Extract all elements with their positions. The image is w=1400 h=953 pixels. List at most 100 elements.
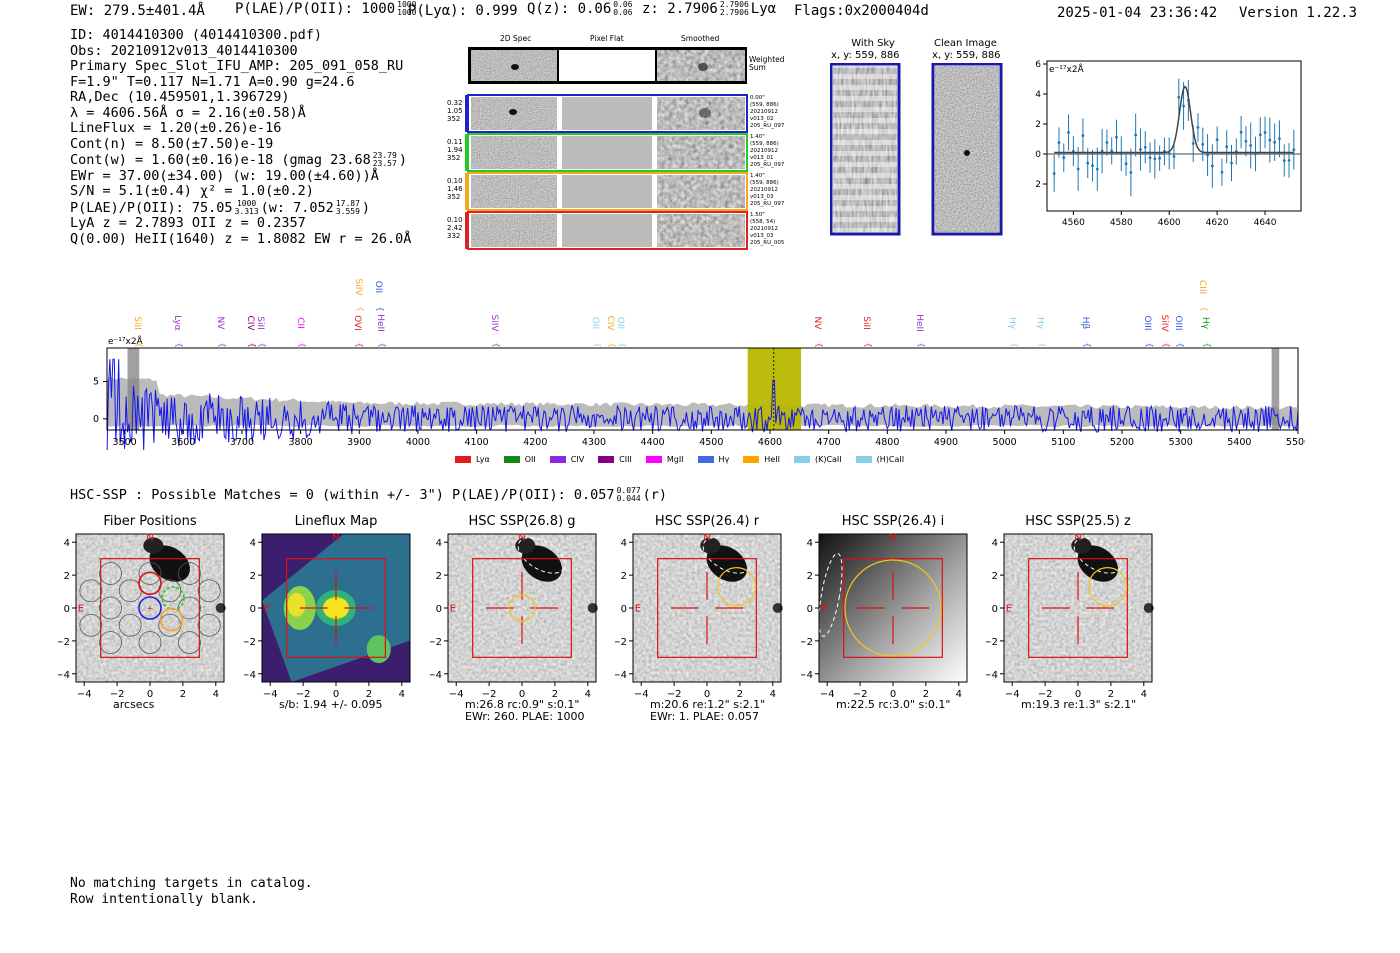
spec-xtick-label-8: 4300 xyxy=(582,437,606,448)
exposure-left-1-0: 0.11 xyxy=(447,138,463,146)
hsc-caption-line-3-0: m:20.6 re:1.2" s:2.1" xyxy=(650,698,766,711)
spec-ytick-label-0: 5 xyxy=(93,377,99,388)
hsc-panel-title-4: HSC SSP(26.4) i xyxy=(841,514,945,529)
hsc-ytick-label-3: −2 xyxy=(801,637,813,648)
info-fwhm: F=1.9" T=0.117 N=1.71 A=0.90 g=24.6 xyxy=(70,73,355,90)
weighted-source xyxy=(511,64,519,70)
zoom-point xyxy=(1167,151,1171,155)
zoom-xtick-label-4: 4640 xyxy=(1254,218,1277,228)
hsc-caption-line-2-1: EWr: 260. PLAE: 1000 xyxy=(465,710,585,723)
zoom-point xyxy=(1158,156,1162,160)
hsc-ytick-label-1: 2 xyxy=(250,571,256,582)
cutout-svg xyxy=(465,47,748,250)
legend-item-0: Lyα xyxy=(455,455,490,464)
hsc-panel-title-3: HSC SSP(26.4) r xyxy=(654,514,760,529)
header-plae-label: P(LAE)/P(OII): 1000 xyxy=(235,1,396,17)
hsc-ytick-label-2: 0 xyxy=(436,604,442,615)
col-2dspec: 2D Spec xyxy=(500,34,532,43)
hsc-xtick-label-0: −4 xyxy=(449,689,464,700)
hsc-xtick-label-2: 0 xyxy=(704,689,710,700)
info-plae-w-lo: 3.559 xyxy=(335,206,360,216)
exposure-right-1-0: 1.40" xyxy=(750,134,765,140)
hsc-dashed-ellipse xyxy=(702,537,751,574)
hsc-panel-title-5: HSC SSP(25.5) z xyxy=(1025,514,1131,529)
exposure-right-3: 1.50" (558, 54) 20210912 v013_03 205_RU_005 xyxy=(750,212,784,247)
hsc-ytick-label-3: −2 xyxy=(244,637,256,648)
legend-label-1: OII xyxy=(524,455,536,464)
info-plae-lo: 3.313 xyxy=(234,206,259,216)
exposure-2d-3 xyxy=(471,214,557,247)
label-weighted-2: Sum xyxy=(749,63,766,72)
zoom-ytick-label-1: 4 xyxy=(1035,90,1041,100)
exposure-right-3-0: 1.50" xyxy=(750,212,765,218)
info-plae-w: (w: 7.052 xyxy=(260,199,334,216)
header-qz: Q(z): 0.06 0.06 0.06 xyxy=(527,1,635,18)
exposure-source-smooth-0 xyxy=(699,108,711,118)
hsc-red-box xyxy=(843,558,943,658)
exposure-colorbar-2 xyxy=(465,173,468,210)
hsc-dashed-ellipse xyxy=(517,537,566,574)
fiber-blue xyxy=(138,596,162,620)
hsc-ytick-label-3: −2 xyxy=(430,637,442,648)
spec-xtick-label-1: 3600 xyxy=(171,437,195,448)
hsc-summary-main: HSC-SSP : Possible Matches = 0 (within +… xyxy=(70,487,615,503)
zoom-point xyxy=(1278,137,1281,141)
header-plae-hi: 1000 xyxy=(397,0,417,9)
line-label-2: NV xyxy=(215,317,225,331)
line-labels: SiII {Lyα {NV {CIV {SiII {CII {SiIV {OVI {OII {He… xyxy=(132,278,1212,347)
zoom-data xyxy=(1047,78,1301,197)
zoom-point xyxy=(1282,159,1286,162)
line-label-brace-18: { xyxy=(1038,342,1047,347)
hsc-xtick-label-4: 4 xyxy=(770,689,776,700)
legend-item-8: (H)CaII xyxy=(855,455,904,464)
exposure-left-3-0: 0.10 xyxy=(447,216,463,224)
zoom-point xyxy=(1239,130,1243,134)
line-label-3: CIV xyxy=(245,315,255,331)
zoom-point xyxy=(1268,138,1272,142)
exposure-left-0: 0.32 1.05 352 xyxy=(447,99,463,123)
info-contw-lo: 23.57 xyxy=(372,159,397,168)
hsc-ytick-label-1: 2 xyxy=(992,571,998,582)
hsc-ytick-label-2: 0 xyxy=(621,604,627,615)
legend-item-3: CIII xyxy=(598,455,632,464)
hsc-e-label: E xyxy=(1006,603,1012,614)
line-label-brace-13: { xyxy=(618,342,627,347)
line-label-24: Hγ xyxy=(1200,317,1210,330)
hsc-xtick-label-2: 0 xyxy=(519,689,525,700)
legend-label-5: Hγ xyxy=(718,455,730,464)
header-qz-label: Q(z): 0.06 xyxy=(527,1,612,17)
spec-xtick-label-7: 4200 xyxy=(523,437,547,448)
hsc-ytick-label-1: 2 xyxy=(621,571,627,582)
hsc-ytick-label-1: 2 xyxy=(436,571,442,582)
hsc-ytick-label-0: 4 xyxy=(807,538,813,549)
hsc-panel-image-4: N E −4 −2 0 2 4 4 2 0 −2 −4 xyxy=(801,533,968,700)
legend-swatch-2 xyxy=(549,456,566,463)
line-label-brace-5: { xyxy=(298,342,307,347)
exposure-left-1-2: 352 xyxy=(447,154,461,162)
line-label-14: NV xyxy=(812,317,822,331)
line-label-brace-6: { xyxy=(356,306,365,311)
line-label-brace-12: { xyxy=(608,342,617,347)
zoom-point xyxy=(1263,131,1267,134)
hsc-xtick-label-3: 2 xyxy=(366,689,372,700)
hsc-xtick-label-2: 0 xyxy=(1075,689,1081,700)
hsc-panel-caption-5: m:19.3 re:1.3" s:2.1" xyxy=(1021,699,1136,711)
line-label-brace-10: { xyxy=(492,342,501,347)
exposure-right-0-2: 20210912 xyxy=(750,109,778,115)
hsc-red-box xyxy=(657,558,757,658)
aperture-circle xyxy=(716,567,757,607)
zoom-point xyxy=(1062,156,1066,160)
hsc-panel-title-0: Fiber Positions xyxy=(103,514,197,529)
exposure-right-0-3: v013_02 xyxy=(750,116,774,122)
zoom-point xyxy=(1105,141,1109,144)
clean-title: Clean Image xyxy=(934,38,997,49)
exposure-right-0-4: 205_RU_097 xyxy=(750,123,785,129)
zoom-point xyxy=(1124,162,1128,166)
exposure-left-2: 0.10 1.46 352 xyxy=(447,177,463,201)
zoom-point xyxy=(1095,167,1099,171)
info-lambda: λ = 4606.56Å σ = 2.16(±0.58)Å xyxy=(70,104,306,121)
spec-xtick-label-12: 4700 xyxy=(817,437,841,448)
legend-label-2: CIV xyxy=(570,455,585,464)
lineflux-core2 xyxy=(287,592,306,617)
line-label-brace-14: { xyxy=(815,342,824,347)
